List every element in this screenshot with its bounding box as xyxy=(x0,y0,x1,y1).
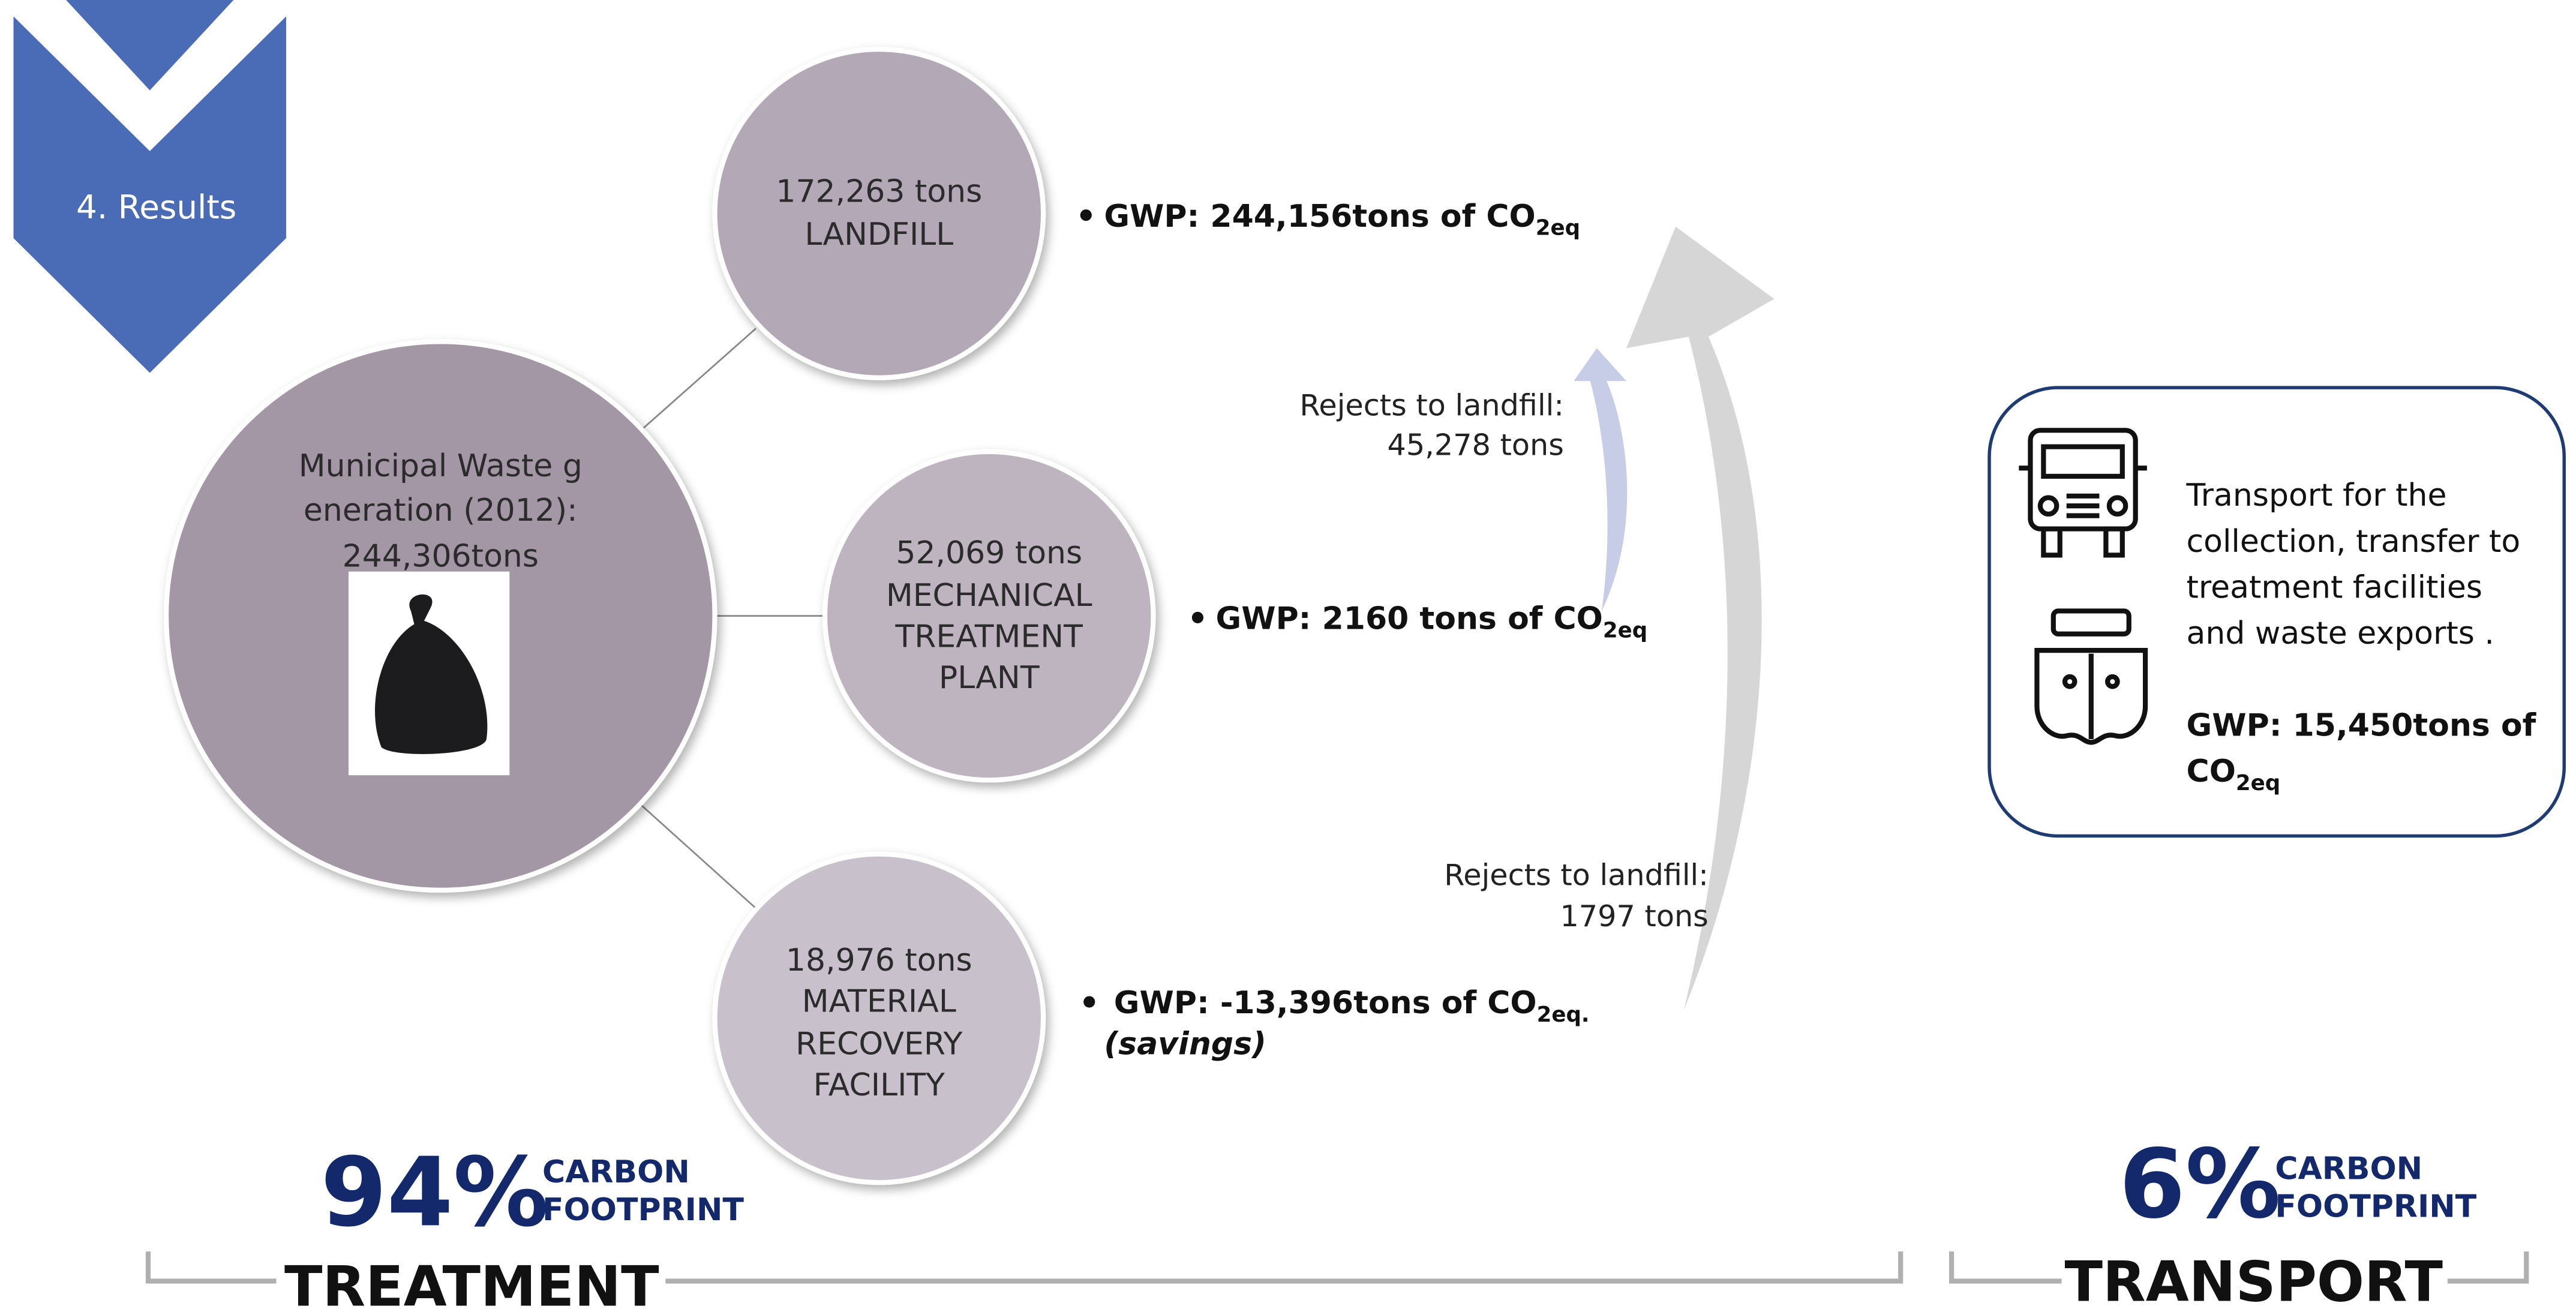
gwp-main: GWP: -13,396tons of CO xyxy=(1114,985,1537,1021)
treatment-footer: 94% CARBON FOOTPRINT TREATMENT xyxy=(148,1137,1901,1309)
node-text: 52,069 tons xyxy=(896,535,1082,571)
bullet xyxy=(1192,612,1203,623)
gwp-main: CO xyxy=(2187,753,2236,789)
reject-arrow xyxy=(1574,348,1627,611)
node-text: 244,306tons xyxy=(343,539,539,575)
gwp-sub: 2eq xyxy=(1603,618,1647,643)
bullet xyxy=(1080,209,1092,221)
circle xyxy=(715,49,1044,378)
transport-text: collection, transfer to xyxy=(2187,524,2521,560)
cf-label: FOOTPRINT xyxy=(542,1192,744,1228)
rejects-text: Rejects to landfill: xyxy=(1444,858,1709,893)
section-title: TREATMENT xyxy=(284,1254,659,1309)
source-node: Municipal Waste g eneration (2012): 244,… xyxy=(166,341,714,890)
circle xyxy=(825,452,1154,780)
gwp-text: GWP: -13,396tons of CO2eq. xyxy=(1114,985,1590,1027)
node-text: 172,263 tons xyxy=(776,174,982,210)
rejects-text: 1797 tons xyxy=(1560,899,1708,933)
transport-text: Transport for the xyxy=(2186,478,2447,514)
transport-footer: 6% CARBON FOOTPRINT TRANSPORT xyxy=(1951,1130,2526,1309)
gwp-text: GWP: 2160 tons of CO2eq xyxy=(1216,601,1648,643)
percent: 6% xyxy=(2119,1130,2281,1240)
node-text: PLANT xyxy=(939,660,1040,696)
gwp-sub: 2eq xyxy=(2236,771,2280,795)
cf-label: CARBON xyxy=(2275,1151,2422,1187)
section-title: TRANSPORT xyxy=(2065,1249,2443,1309)
badge-label: 4. Results xyxy=(76,188,236,226)
slide: 4. Results Municipal Waste g eneration (… xyxy=(0,0,2576,1309)
node-text: 18,976 tons xyxy=(786,942,972,978)
node-text: LANDFILL xyxy=(804,217,953,253)
cf-label: FOOTPRINT xyxy=(2275,1189,2476,1225)
percent: 94% xyxy=(320,1137,548,1248)
transport-text: and waste exports . xyxy=(2187,616,2494,652)
reject-arrow xyxy=(1626,227,1774,1010)
node-text: TREATMENT xyxy=(895,619,1083,655)
mrf-node: 18,976 tons MATERIAL RECOVERY FACILITY xyxy=(715,854,1044,1183)
landfill-node: 172,263 tons LANDFILL xyxy=(715,49,1044,378)
mtp-node: 52,069 tons MECHANICAL TREATMENT PLANT xyxy=(825,452,1154,780)
gwp-sub: 2eq xyxy=(1536,216,1580,241)
node-text: Municipal Waste g xyxy=(299,448,583,484)
badge: 4. Results xyxy=(13,0,286,373)
transport-box: Transport for the collection, transfer t… xyxy=(1989,388,2564,836)
gwp-main: GWP: 2160 tons of CO xyxy=(1216,601,1603,637)
node-text: MATERIAL xyxy=(802,983,956,1019)
cf-label: CARBON xyxy=(542,1154,690,1190)
transport-text: treatment facilities xyxy=(2187,570,2482,606)
node-text: eneration (2012): xyxy=(304,493,578,529)
node-text: RECOVERY xyxy=(795,1026,963,1062)
chevron-top xyxy=(66,0,233,91)
node-text: MECHANICAL xyxy=(886,578,1092,614)
gwp-text: GWP: 244,156tons of CO2eq xyxy=(1104,199,1580,241)
rejects-text: Rejects to landfill: xyxy=(1299,388,1564,423)
connector xyxy=(641,329,756,431)
gwp-note: (savings) xyxy=(1104,1026,1266,1062)
gwp-text: GWP: 15,450tons of xyxy=(2187,708,2537,744)
gwp-main: GWP: 244,156tons of CO xyxy=(1104,199,1535,235)
rejects-text: 45,278 tons xyxy=(1388,427,1564,462)
connector xyxy=(641,805,756,908)
bullet xyxy=(1083,996,1095,1007)
node-text: FACILITY xyxy=(813,1067,945,1103)
gwp-sub: 2eq. xyxy=(1537,1002,1590,1027)
